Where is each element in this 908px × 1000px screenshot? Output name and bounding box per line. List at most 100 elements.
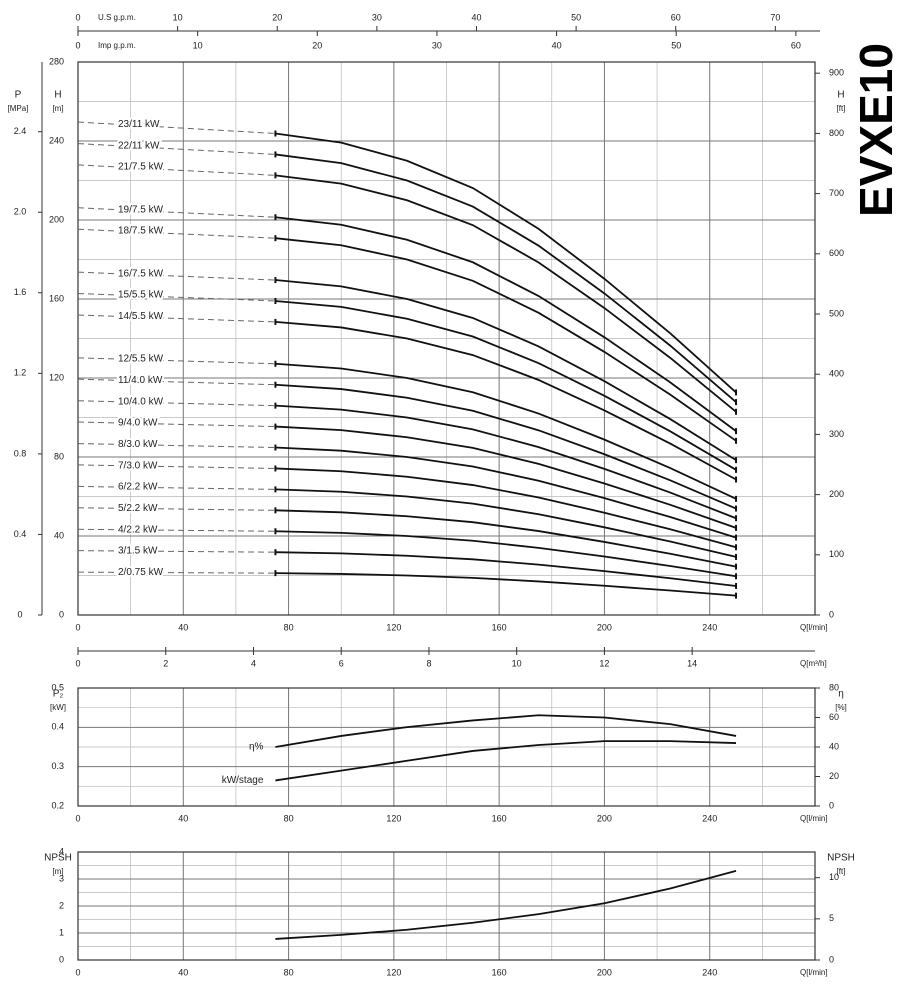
curve <box>275 425 737 529</box>
curve <box>275 870 737 940</box>
top-tick-label: 30 <box>372 12 382 22</box>
y-tick-label: 0 <box>59 954 64 964</box>
y-tick-label: 280 <box>49 56 64 66</box>
x-tick-label: 0 <box>75 813 80 823</box>
x-axis-label: Q[l/min] <box>800 814 828 823</box>
y-axis-label: P₂ <box>53 689 64 700</box>
bottom-tick-label: 12 <box>599 658 609 668</box>
y2-tick-label: 20 <box>829 771 839 781</box>
top-tick-label: 60 <box>671 12 681 22</box>
x-tick-label: 160 <box>492 813 507 823</box>
p-tick-label: 2.0 <box>14 207 27 217</box>
y-axis-unit: [m] <box>52 867 63 876</box>
curve-extension <box>77 464 276 469</box>
x-tick-label: 240 <box>702 967 717 977</box>
x-axis-label: Q[l/min] <box>800 623 828 632</box>
y2-axis-label: H <box>837 90 844 101</box>
curve-extension <box>77 443 276 449</box>
y-axis-unit: [m] <box>52 104 63 113</box>
curve-label: 14/5.5 kW <box>118 311 164 322</box>
top-tick-label: 10 <box>173 12 183 22</box>
y-tick-label: 0.5 <box>51 682 64 692</box>
curve-label: 4/2.2 kW <box>118 524 158 535</box>
top-tick-label: 60 <box>791 40 801 50</box>
y-tick-label: 200 <box>49 214 64 224</box>
x-tick-label: 80 <box>284 813 294 823</box>
top-tick-label: 0 <box>75 40 80 50</box>
bottom-tick-label: 2 <box>163 658 168 668</box>
p-tick-label: 0.4 <box>14 529 27 539</box>
curve-label: 9/4.0 kW <box>118 418 158 429</box>
curve-label: 21/7.5 kW <box>118 162 164 173</box>
curve-extension <box>77 207 276 218</box>
y-tick-label: 4 <box>59 846 64 856</box>
top-tick-label: 20 <box>272 12 282 22</box>
curve-extension <box>77 571 276 574</box>
y2-tick-label: 60 <box>829 712 839 722</box>
curve <box>275 467 737 549</box>
curve-extension <box>77 357 276 365</box>
top-tick-label: 30 <box>432 40 442 50</box>
curve-extension <box>77 421 276 428</box>
curve-label: 15/5.5 kW <box>118 290 164 301</box>
curve-extension <box>77 292 276 302</box>
curve-label: 19/7.5 kW <box>118 204 164 215</box>
top-axis-label: Imp g.p.m. <box>98 41 136 50</box>
plot-frame <box>77 61 816 616</box>
top-tick-label: 50 <box>571 12 581 22</box>
curve-label: 11/4.0 kW <box>118 375 163 386</box>
curve <box>275 153 737 403</box>
y-tick-label: 240 <box>49 135 64 145</box>
top-axis-label: U.S g.p.m. <box>98 13 136 22</box>
curve-label: 2/0.75 kW <box>118 567 164 578</box>
p-axis-unit: [MPa] <box>8 104 29 113</box>
y2-tick-label: 200 <box>829 489 844 499</box>
bottom-tick-label: 0 <box>75 658 80 668</box>
curve <box>275 509 737 568</box>
y-tick-label: 40 <box>54 530 64 540</box>
curve-extension <box>77 271 276 281</box>
y-tick-label: 2 <box>59 900 64 910</box>
y2-tick-label: 40 <box>829 741 839 751</box>
curve <box>275 362 737 500</box>
y-tick-label: 160 <box>49 293 64 303</box>
y-tick-label: 1 <box>59 927 64 937</box>
curve <box>275 572 737 597</box>
curve-extension <box>77 550 276 553</box>
p-tick-label: 1.6 <box>14 287 27 297</box>
y-tick-label: 0.2 <box>51 800 64 810</box>
y2-axis-unit: [ft] <box>837 104 846 113</box>
curve <box>275 216 737 432</box>
curve <box>275 132 737 394</box>
x-tick-label: 0 <box>75 967 80 977</box>
y-axis-label: H <box>54 90 61 101</box>
curve <box>275 404 737 520</box>
y2-tick-label: 600 <box>829 248 844 258</box>
curve <box>275 237 737 442</box>
p-tick-label: 1.2 <box>14 368 27 378</box>
curve-label: 22/11 kW <box>118 140 160 151</box>
x-tick-label: 40 <box>178 813 188 823</box>
x-tick-label: 40 <box>178 622 188 632</box>
curve <box>275 446 737 539</box>
y-tick-label: 0 <box>59 609 64 619</box>
plot-frame <box>77 851 816 961</box>
y2-tick-label: 0 <box>829 800 834 810</box>
top-tick-label: 10 <box>193 40 203 50</box>
curve-extension <box>77 507 276 511</box>
curve <box>275 321 737 481</box>
x-tick-label: 200 <box>597 813 612 823</box>
x-tick-label: 0 <box>75 622 80 632</box>
y2-tick-label: 500 <box>829 308 844 318</box>
y2-tick-label: 80 <box>829 682 839 692</box>
curve-label: 5/2.2 kW <box>118 503 158 514</box>
y2-tick-label: 400 <box>829 369 844 379</box>
curve <box>275 740 737 782</box>
curve-extension <box>77 228 276 239</box>
bottom-axis-label: Q[m³/h] <box>800 659 827 668</box>
y2-tick-label: 0 <box>829 609 834 619</box>
y2-tick-label: 5 <box>829 913 834 923</box>
x-axis-label: Q[l/min] <box>800 968 828 977</box>
curve-label: 16/7.5 kW <box>118 268 164 279</box>
curve-extension <box>77 164 276 176</box>
